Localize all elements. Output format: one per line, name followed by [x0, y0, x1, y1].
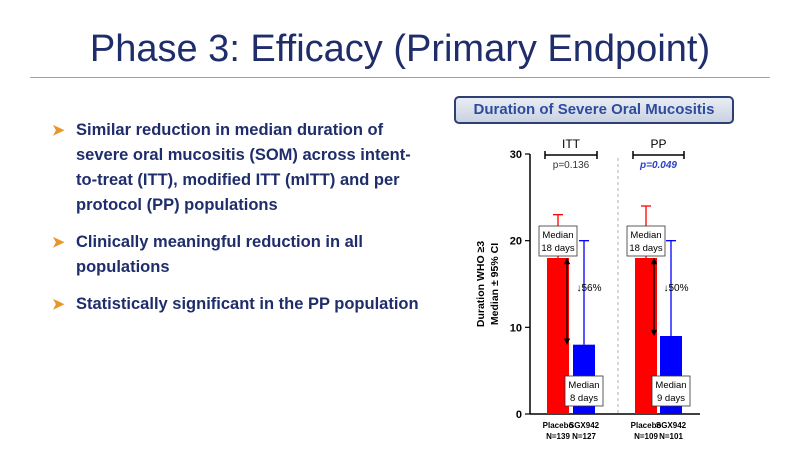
arrow-bullet-icon: ➤ [52, 234, 65, 251]
slide-title: Phase 3: Efficacy (Primary Endpoint) [89, 28, 711, 70]
bullet-item: ➤ Statistically significant in the PP pop… [52, 292, 422, 317]
median-annotation-value: 9 days [657, 393, 685, 404]
bullet-item: ➤ Similar reduction in median duration of… [52, 118, 422, 218]
group-name: PP [650, 137, 666, 151]
median-annotation-box [626, 225, 666, 257]
y-tick-label: 20 [510, 236, 522, 248]
median-annotation-value: 18 days [629, 243, 663, 254]
bullet-item: ➤ Clinically meaningful reduction in all … [52, 230, 422, 280]
group-name: ITT [562, 137, 581, 151]
median-annotation-label: Median [542, 230, 573, 241]
median-annotation-box [538, 225, 578, 257]
x-tick-label: SGX942 [569, 421, 600, 430]
x-tick-label-n: N=127 [572, 432, 596, 441]
median-annotation-box [564, 375, 604, 407]
x-tick-label-n: N=109 [634, 432, 658, 441]
bullet-text: Statistically significant in the PP popu… [76, 295, 419, 313]
bar-placebo [547, 258, 569, 414]
y-tick-label: 10 [510, 322, 522, 334]
y-axis-label-line2: Median ± 95% CI [489, 243, 501, 325]
y-axis-label: Duration WHO ≥3 Median ± 95% CI [475, 241, 501, 327]
arrow-bullet-icon: ➤ [52, 122, 65, 139]
bullet-text: Clinically meaningful reduction in all p… [76, 233, 363, 276]
chart-title: Duration of Severe Oral Mucositis [454, 96, 734, 124]
reduction-label: ↓50% [663, 283, 688, 294]
arrow-bullet-icon: ➤ [52, 296, 65, 313]
p-value: p=0.136 [553, 160, 590, 171]
x-tick-label: Placebo [631, 421, 662, 430]
x-tick-label: SGX942 [656, 421, 687, 430]
reduction-label: ↓56% [576, 283, 601, 294]
bullet-list: ➤ Similar reduction in median duration of… [52, 118, 422, 329]
median-annotation-box [651, 375, 691, 407]
median-annotation-label: Median [655, 380, 686, 391]
y-axis-label-line1: Duration WHO ≥3 [475, 241, 487, 327]
x-tick-label: Placebo [543, 421, 574, 430]
x-tick-label-n: N=101 [659, 432, 683, 441]
bar-chart: Duration WHO ≥3 Median ± 95% CI 0 10 20 30 ITT… [475, 137, 700, 441]
title-divider [30, 77, 770, 78]
y-tick-label: 30 [510, 149, 522, 161]
bullet-text: Similar reduction in median duration of … [76, 121, 411, 214]
p-value: p=0.049 [639, 160, 677, 171]
y-tick-label: 0 [516, 409, 522, 421]
median-annotation-value: 8 days [570, 393, 598, 404]
x-tick-label-n: N=139 [546, 432, 570, 441]
median-annotation-label: Median [630, 230, 661, 241]
median-annotation-label: Median [568, 380, 599, 391]
median-annotation-value: 18 days [541, 243, 575, 254]
